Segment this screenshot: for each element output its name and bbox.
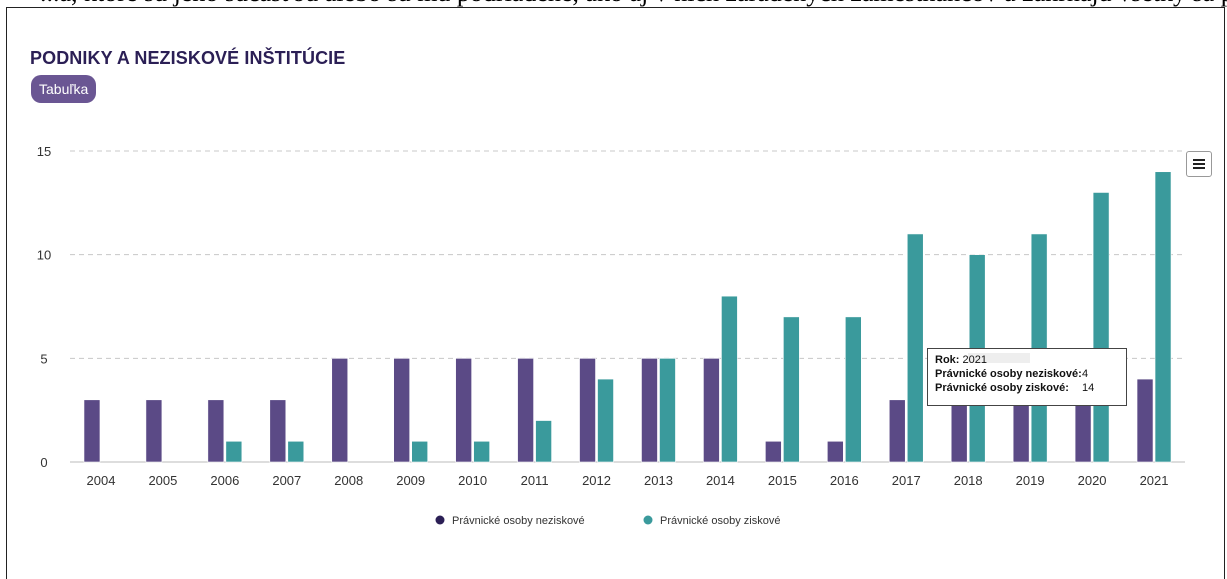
legend-marker [435,515,445,525]
legend-label: Právnické osoby neziskové [452,515,585,527]
bar [579,358,596,463]
chart-tooltip: Rok: 2021 Právnické osoby neziskové: 4 P… [927,348,1127,406]
tooltip-year-row: Rok: 2021 [935,353,1119,367]
bar [1136,378,1154,463]
bar [1092,192,1110,463]
tooltip-profit-value: 14 [1082,382,1095,394]
bar [703,358,720,463]
y-tick-label: 10 [37,248,51,263]
x-tick-label: 2006 [210,473,239,488]
bar [225,440,243,463]
hamburger-menu-icon[interactable] [1186,151,1212,177]
bar [783,316,800,463]
x-tick-label: 2009 [396,473,425,488]
tooltip-highlight [968,353,1030,363]
tooltip-nonprofit-value: 4 [1082,368,1089,380]
bar [331,358,349,463]
bar [83,399,101,463]
bar [641,358,658,463]
x-tick-label: 2010 [458,473,487,488]
tooltip-year-label: Rok: [935,354,960,366]
y-tick-label: 5 [40,351,47,366]
bar [721,295,738,463]
x-tick-label: 2019 [1016,473,1045,488]
legend-marker [643,515,653,525]
tooltip-row-profit: Právnické osoby ziskové: 14 [935,381,1119,395]
bar [765,440,782,463]
chart-title: PODNIKY A NEZISKOVÉ INŠTITÚCIE [30,48,346,68]
page-intro-text: ...a, ktoré sú jeho súčasťou alebo sú mu… [0,0,1227,8]
bar [888,399,906,463]
bar [950,399,968,463]
x-tick-label: 2007 [272,473,301,488]
bar [411,440,428,463]
x-tick-label: 2012 [582,473,611,488]
bar [535,420,552,463]
bar [906,233,924,463]
x-tick-label: 2014 [706,473,735,488]
bar [287,440,305,463]
x-tick-label: 2018 [954,473,983,488]
x-tick-label: 2016 [830,473,859,488]
chart-panel [6,7,1225,579]
x-tick-label: 2021 [1140,473,1169,488]
legend-label: Právnické osoby ziskové [660,515,780,527]
bar [1154,171,1172,463]
bar [827,440,844,463]
bar [207,399,225,463]
bar [473,440,490,463]
x-tick-label: 2013 [644,473,673,488]
bar [269,399,287,463]
tooltip-year-value: 2021 [962,354,987,366]
bar [659,358,676,463]
x-tick-label: 2020 [1078,473,1107,488]
bar [845,316,862,463]
y-tick-label: 0 [40,455,47,470]
x-tick-label: 2004 [87,473,116,488]
bar [1012,399,1030,463]
bar [393,358,410,463]
x-tick-label: 2008 [334,473,363,488]
x-tick-label: 2011 [521,473,549,488]
bar [517,358,534,463]
table-button[interactable]: Tabuľka [31,75,97,103]
bar [597,378,614,463]
tooltip-profit-label: Právnické osoby ziskové: [935,382,1069,394]
bar [1074,399,1092,463]
bar [145,399,163,463]
bar [455,358,472,463]
x-tick-label: 2017 [892,473,921,488]
y-tick-label: 15 [37,144,51,159]
tooltip-row-nonprofit: Právnické osoby neziskové: 4 [935,367,1119,381]
x-tick-label: 2005 [148,473,177,488]
x-tick-label: 2015 [768,473,797,488]
tooltip-nonprofit-label: Právnické osoby neziskové: [935,368,1082,380]
